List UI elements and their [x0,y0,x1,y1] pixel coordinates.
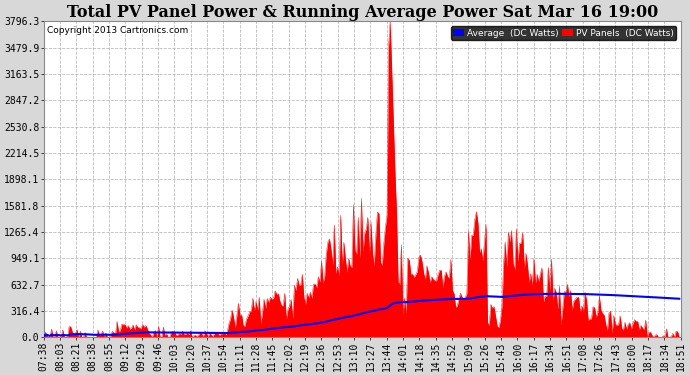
Title: Total PV Panel Power & Running Average Power Sat Mar 16 19:00: Total PV Panel Power & Running Average P… [66,4,658,21]
Text: Copyright 2013 Cartronics.com: Copyright 2013 Cartronics.com [47,26,188,35]
Legend: Average  (DC Watts), PV Panels  (DC Watts): Average (DC Watts), PV Panels (DC Watts) [451,26,676,40]
